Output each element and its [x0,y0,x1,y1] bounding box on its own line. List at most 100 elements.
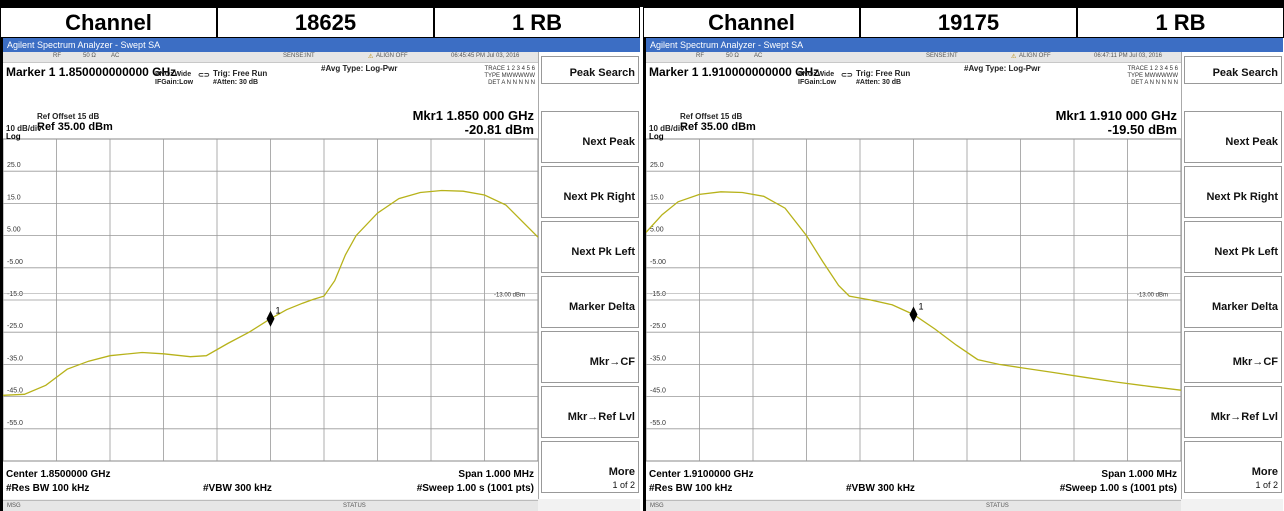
trace-status: TRACE 1 2 3 4 5 6 TYPE MWWWWW DET A N N … [484,66,535,87]
trace-label: TRACE [1127,66,1148,72]
msg-label: MSG [650,503,664,509]
header-cell: 19175 [860,7,1077,38]
marker-number: 1 [919,301,924,311]
softkey-label: Next Peak [582,136,635,148]
softkey-label: Mkr→Ref Lvl [1210,411,1278,423]
impedance-label: 50 Ω [726,53,739,59]
det-val: A N N N N N [1144,80,1178,86]
softkey-panel: Peak Search Next Peak Next Pk Right Next… [538,52,640,499]
spectrum-graph: 25.0 15.0 5.00 -5.00 -15.0 -25.0 -35.0 -45.0 -55… [2,138,539,462]
spectrum-trace [2,189,539,396]
y-tick-label: -35.0 [650,355,666,362]
trace-label: TRACE [484,66,505,72]
status-row: RF 50 Ω AC SENSE:INT ⚠ ALIGN OFF 06:47:1… [646,52,1181,63]
marker-diamond[interactable] [909,306,918,323]
ref-level: Ref 35.00 dBm [680,121,756,133]
y-tick-label: -5.00 [7,259,23,266]
softkey-4[interactable]: Marker Delta [1184,276,1282,328]
softkey-2[interactable]: Next Pk Right [541,166,639,218]
softkey-label: Peak Search [1212,67,1278,79]
softkey-1[interactable]: Next Peak [541,111,639,163]
ifgain-label: IFGain:Low [798,79,837,86]
trace-status: TRACE 1 2 3 4 5 6 TYPE MWWWWW DET A N N … [1127,66,1178,87]
y-tick-label: 25.0 [7,162,21,169]
spectrum-plot[interactable]: Log 25.0 15.0 5.00 -5.00 -15.0 -25.0 -35.0 -45.… [645,132,1182,465]
ref-offset: Ref Offset 15 dB [680,112,743,121]
message-bar: MSG STATUS [3,500,538,511]
coupling-label: AC [754,53,763,59]
warning-icon: ⚠ [1011,54,1017,60]
res-bw: #Res BW 100 kHz [649,483,733,494]
softkey-6[interactable]: Mkr→Ref Lvl [1184,386,1282,438]
header-cell: Channel [643,7,860,38]
pno-toggle-icon: ⊂⊃ [841,72,853,79]
info-area: Marker 1 1.910000000000 GHz PNO: Wide ⊂⊃… [646,63,1181,137]
marker-amp: -19.50 dBm [1107,122,1177,137]
status-row: RF 50 Ω AC SENSE:INT ⚠ ALIGN OFF 06:45:4… [3,52,538,63]
log-label: Log [6,132,21,141]
vbw: #VBW 300 kHz [846,483,915,494]
message-bar: MSG STATUS [646,500,1181,511]
softkey-1[interactable]: Next Peak [1184,111,1282,163]
span: Span 1.000 MHz [458,469,534,480]
softkey-3[interactable]: Next Pk Left [541,221,639,273]
y-tick-label: -55.0 [7,420,23,427]
det-val: A N N N N N [501,80,535,86]
type-val: MWWWWW [1144,73,1178,79]
window-title: Agilent Spectrum Analyzer - Swept SA [646,38,1283,52]
y-tick-label: -15.0 [7,291,23,298]
res-bw: #Res BW 100 kHz [6,483,90,494]
scale-label: 10 dB/div [6,124,42,133]
y-tick-label: -25.0 [7,323,23,330]
trace-nums: 1 2 3 4 5 6 [1149,66,1178,72]
bottom-readout: Center 1.9100000 GHz #Res BW 100 kHz #VB… [646,465,1181,499]
type-val: MWWWWW [501,73,535,79]
softkey-5[interactable]: Mkr→CF [541,331,639,383]
warning-icon: ⚠ [368,54,374,60]
avg-type: #Avg Type: Log-Pwr [964,64,1041,73]
softkey-label: Marker Delta [568,301,635,313]
softkey-label: Mkr→CF [589,356,635,368]
softkey-5[interactable]: Mkr→CF [1184,331,1282,383]
center-freq: Center 1.8500000 GHz [6,469,111,480]
spectrum-plot[interactable]: Log 25.0 15.0 5.00 -5.00 -15.0 -25.0 -35.0 -45.… [2,132,539,465]
atten-label: #Atten: 30 dB [213,79,259,86]
trigger-label: Trig: Free Run [213,69,268,78]
header-cell: Channel [0,7,217,38]
softkey-6[interactable]: Mkr→Ref Lvl [541,386,639,438]
softkey-label: Peak Search [569,67,635,79]
timestamp: 06:47:11 PM Jul 03, 2016 [1094,53,1162,59]
softkey-label: Mkr→Ref Lvl [567,411,635,423]
sweep: #Sweep 1.00 s (1001 pts) [416,483,534,494]
marker-freq: Mkr1 1.850 000 GHz [412,108,534,123]
y-tick-label: -45.0 [7,388,23,395]
softkey-0[interactable]: Peak Search [541,56,639,84]
pno-label: PNO: Wide [798,71,835,78]
softkey-4[interactable]: Marker Delta [541,276,639,328]
coupling-label: AC [111,53,120,59]
bottom-readout: Center 1.8500000 GHz #Res BW 100 kHz #VB… [3,465,538,499]
pno-label: PNO: Wide [155,71,192,78]
softkey-0[interactable]: Peak Search [1184,56,1282,84]
header-cell: 1 RB [434,7,640,38]
softkey-2[interactable]: Next Pk Right [1184,166,1282,218]
softkey-panel: Peak Search Next Peak Next Pk Right Next… [1181,52,1283,499]
det-label: DET [488,80,500,86]
vbw: #VBW 300 kHz [203,483,272,494]
limit-label: -13.00 dBm [494,293,525,299]
marker-diamond[interactable] [266,310,275,327]
ref-level: Ref 35.00 dBm [37,121,113,133]
center-freq: Center 1.9100000 GHz [649,469,754,480]
atten-label: #Atten: 30 dB [856,79,902,86]
softkey-3[interactable]: Next Pk Left [1184,221,1282,273]
softkey-7[interactable]: More 1 of 2 [1184,441,1282,493]
softkey-label: Marker Delta [1211,301,1278,313]
softkey-7[interactable]: More 1 of 2 [541,441,639,493]
softkey-label: Next Pk Left [1214,246,1278,258]
limit-label: -13.00 dBm [1137,293,1168,299]
pno-toggle-icon: ⊂⊃ [198,72,210,79]
softkey-sub: 1 of 2 [1255,480,1278,490]
softkey-sub: 1 of 2 [612,480,635,490]
timestamp: 06:45:45 PM Jul 03, 2016 [451,53,520,59]
status-label: STATUS [343,503,366,509]
